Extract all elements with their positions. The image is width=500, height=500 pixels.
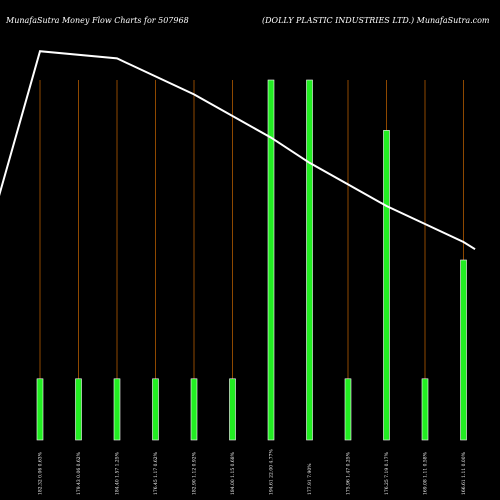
money-flow-bar [36,378,44,441]
x-tick-label: 182.90 1.12 0.92% [192,451,198,495]
bars-group [36,79,467,441]
x-tick-label: 176.45 1.17 0.62% [153,451,159,495]
x-tick-label: 176.25 7.19 0.17% [384,451,390,495]
x-tick-label: 194.61 22.00 4.77% [269,448,275,495]
money-flow-bar [421,378,429,441]
chart-title: MunafaSutra Money Flow Charts for 507968 [5,16,189,25]
x-tick-label: 182.32 0.06 0.63% [38,451,44,495]
money-flow-bar [306,79,313,441]
money-flow-bar [152,378,159,441]
x-tick-label: 184.00 1.15 0.68% [230,451,236,495]
x-tick-label: 169.08 1.11 0.58% [423,451,429,495]
x-tick-label: 177.91 7.90% [307,463,313,495]
money-flow-bar [229,378,236,441]
money-flow-bar [267,79,275,441]
money-flow-bar [190,378,198,441]
money-flow-bar [460,259,467,441]
money-flow-bar [113,378,121,441]
money-flow-bar [344,378,352,441]
money-flow-bar [383,130,390,441]
x-tick-label: 179.43 0.06 0.62% [76,451,82,495]
x-tick-label: 166.61 1.11 0.00% [461,451,467,495]
x-tick-labels: 182.32 0.06 0.63% 179.43 0.06 0.62% 184.40… [38,448,468,495]
money-flow-bar [75,378,82,441]
x-tick-label: 184.40 1.57 1.25% [115,451,121,495]
money-flow-trend-line [0,50,476,251]
x-tick-label: 175.96 1.47 0.25% [346,451,352,495]
company-title: (DOLLY PLASTIC INDUSTRIES LTD.) MunafaSu… [262,16,490,25]
